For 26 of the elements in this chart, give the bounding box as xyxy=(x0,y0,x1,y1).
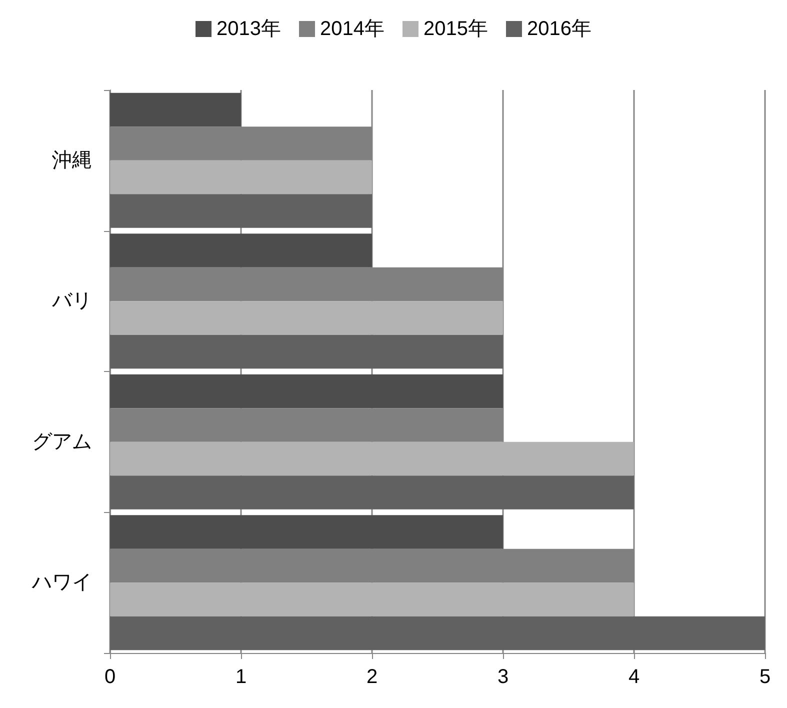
bar xyxy=(110,234,372,268)
bar xyxy=(110,582,634,616)
y-tick-label: 沖縄 xyxy=(52,149,92,172)
legend-label: 2015年 xyxy=(424,18,488,40)
y-tick-label: ハワイ xyxy=(31,572,92,594)
legend-label: 2013年 xyxy=(216,18,282,40)
legend-label: 2014年 xyxy=(320,18,385,40)
bar xyxy=(110,515,503,549)
x-tick-label: 1 xyxy=(235,666,247,688)
bar xyxy=(110,374,503,408)
bar xyxy=(110,160,372,194)
y-tick-label: バリ xyxy=(51,290,92,312)
bar xyxy=(110,476,634,510)
x-tick-label: 2 xyxy=(366,666,378,688)
x-tick-label: 0 xyxy=(104,666,116,688)
bar xyxy=(110,616,765,650)
bar xyxy=(110,334,503,369)
bar xyxy=(110,301,503,335)
x-tick-label: 4 xyxy=(628,666,640,688)
x-tick-label: 3 xyxy=(497,666,509,688)
bar xyxy=(110,194,372,228)
bar xyxy=(110,92,241,127)
bar xyxy=(110,442,634,476)
y-tick-label: グアム xyxy=(32,430,92,453)
x-tick-label: 5 xyxy=(759,666,771,688)
legend-label: 2016年 xyxy=(526,18,592,40)
